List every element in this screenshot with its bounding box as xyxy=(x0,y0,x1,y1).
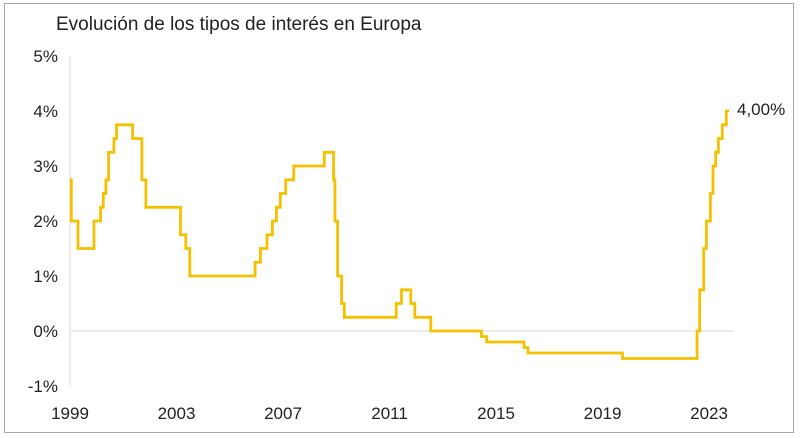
y-tick-label: 0% xyxy=(33,322,58,341)
x-tick-label: 2007 xyxy=(264,404,302,423)
y-tick-label: 2% xyxy=(33,212,58,231)
x-tick-label: 1999 xyxy=(51,404,89,423)
y-tick-label: 3% xyxy=(33,157,58,176)
end-value-label: 4,00% xyxy=(737,100,785,119)
series-line xyxy=(69,109,729,360)
x-tick-label: 2011 xyxy=(371,404,408,423)
chart-frame xyxy=(4,3,794,433)
x-tick-label: 2015 xyxy=(477,404,515,423)
x-tick-label: 2023 xyxy=(690,404,728,423)
x-tick-label: 2003 xyxy=(158,404,196,423)
chart-title: Evolución de los tipos de interés en Eur… xyxy=(56,14,422,35)
x-tick-label: 2019 xyxy=(584,404,622,423)
y-tick-label: 5% xyxy=(33,47,58,66)
y-tick-label: 1% xyxy=(33,267,58,286)
y-tick-label: 4% xyxy=(33,102,58,121)
y-tick-label: -1% xyxy=(28,377,58,396)
